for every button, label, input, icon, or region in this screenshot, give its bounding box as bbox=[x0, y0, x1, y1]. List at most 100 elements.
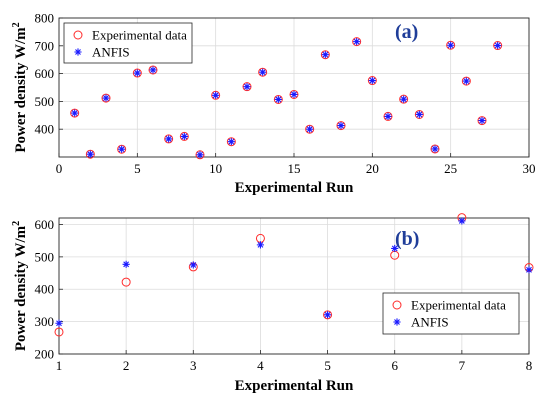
x-tick-label: 0 bbox=[56, 161, 63, 176]
x-tick-label: 30 bbox=[523, 161, 536, 176]
y-tick-label: 400 bbox=[35, 122, 55, 137]
x-tick-label: 20 bbox=[366, 161, 379, 176]
y-tick-label: 300 bbox=[35, 314, 55, 329]
data-point-anfis bbox=[306, 125, 314, 133]
data-point-anfis bbox=[122, 260, 130, 268]
legend-box bbox=[382, 292, 520, 335]
data-point-experimental bbox=[164, 134, 174, 144]
data-point-experimental bbox=[399, 94, 409, 104]
axes-box bbox=[58, 217, 530, 355]
data-point-anfis bbox=[274, 95, 282, 104]
data-point-anfis bbox=[323, 311, 332, 319]
y-tick-label: 500 bbox=[35, 249, 55, 264]
data-point-anfis bbox=[86, 150, 94, 158]
data-point-anfis bbox=[133, 69, 141, 77]
data-point-experimental bbox=[211, 90, 221, 100]
data-point-anfis bbox=[447, 41, 455, 49]
data-point-experimental bbox=[446, 40, 456, 50]
data-point-anfis bbox=[494, 41, 502, 50]
data-point-experimental bbox=[179, 131, 189, 141]
legend-entry-label: ANFIS bbox=[411, 315, 449, 330]
x-axis-label: Experimental Run bbox=[235, 378, 354, 394]
y-tick-label: 600 bbox=[35, 66, 55, 81]
data-point-anfis bbox=[400, 95, 408, 103]
x-axis-label: Experimental Run bbox=[235, 180, 354, 196]
data-point-experimental bbox=[258, 67, 268, 77]
data-point-anfis bbox=[149, 66, 157, 74]
data-point-experimental bbox=[305, 124, 315, 134]
data-point-anfis bbox=[259, 68, 267, 76]
y-tick-label: 400 bbox=[35, 282, 55, 297]
x-tick-label: 8 bbox=[526, 358, 533, 373]
data-point-anfis bbox=[212, 91, 220, 99]
chart-panel-a: 0 5 10 15 20 25 30 400 500 600 700 800 Experimental … bbox=[11, 11, 536, 197]
x-tick-label: 2 bbox=[123, 358, 130, 373]
y-tick-label: 500 bbox=[35, 94, 55, 109]
data-point-experimental bbox=[226, 137, 236, 147]
y-tick-label: 600 bbox=[35, 217, 55, 232]
data-point-experimental bbox=[323, 310, 333, 320]
data-point-experimental bbox=[101, 93, 111, 103]
data-point-anfis bbox=[55, 319, 63, 327]
y-tick-label: 800 bbox=[35, 11, 55, 26]
x-tick-label: 25 bbox=[444, 161, 457, 176]
data-point-experimental bbox=[367, 76, 377, 86]
legend-box bbox=[63, 22, 193, 64]
data-point-anfis bbox=[384, 112, 392, 121]
data-point-experimental bbox=[352, 37, 362, 47]
data-point-anfis bbox=[525, 266, 533, 274]
x-tick-label: 4 bbox=[257, 358, 264, 373]
data-point-experimental bbox=[195, 150, 205, 160]
data-point-anfis bbox=[353, 38, 361, 46]
data-point-experimental bbox=[320, 50, 330, 60]
data-point-anfis bbox=[256, 241, 265, 249]
y-axis-label-text: Power density W/m bbox=[13, 27, 29, 153]
data-point-anfis bbox=[431, 145, 439, 153]
x-tick-label: 3 bbox=[190, 358, 197, 373]
data-point-anfis bbox=[243, 83, 251, 91]
data-point-experimental bbox=[85, 149, 95, 159]
data-point-experimental bbox=[54, 327, 64, 337]
data-point-anfis bbox=[180, 132, 188, 141]
data-point-anfis bbox=[102, 94, 110, 102]
legend-entry-label: Experimental data bbox=[92, 28, 187, 43]
data-point-anfis bbox=[458, 217, 466, 225]
data-point-anfis bbox=[478, 116, 486, 125]
x-tick-label: 7 bbox=[459, 358, 466, 373]
data-point-experimental bbox=[273, 94, 283, 104]
data-point-experimental bbox=[117, 144, 127, 154]
x-tick-label: 5 bbox=[324, 358, 331, 373]
x-tick-label: 1 bbox=[56, 358, 63, 373]
data-point-anfis bbox=[368, 76, 376, 85]
data-point-anfis bbox=[196, 151, 204, 159]
y-axis-label-superscript: 2 bbox=[11, 221, 22, 226]
data-point-anfis bbox=[71, 109, 79, 117]
x-tick-label: 15 bbox=[288, 161, 301, 176]
legend-marker-anfis bbox=[74, 48, 82, 56]
data-point-experimental bbox=[242, 82, 252, 92]
y-axis-label: Power density W/m2 bbox=[11, 221, 29, 351]
x-tick-label: 6 bbox=[391, 358, 398, 373]
data-point-anfis bbox=[462, 77, 470, 85]
y-tick-label: 200 bbox=[35, 347, 55, 362]
data-point-anfis bbox=[189, 261, 197, 269]
y-axis-label: Power density W/m2 bbox=[11, 22, 29, 152]
data-point-anfis bbox=[290, 90, 298, 99]
data-point-experimental bbox=[477, 116, 487, 126]
legend-marker-experimental bbox=[392, 300, 402, 310]
data-point-anfis bbox=[415, 110, 423, 119]
data-point-anfis bbox=[227, 138, 235, 146]
legend-entry-label: ANFIS bbox=[92, 45, 130, 60]
data-point-experimental bbox=[493, 41, 503, 51]
data-point-experimental bbox=[383, 111, 393, 121]
legend-marker-experimental bbox=[73, 30, 83, 40]
legend-entry-label: Experimental data bbox=[411, 298, 506, 313]
data-point-experimental bbox=[461, 76, 471, 86]
panel-label: (b) bbox=[395, 228, 419, 250]
data-point-experimental bbox=[336, 121, 346, 131]
axes-box bbox=[58, 17, 530, 158]
y-tick-label: 700 bbox=[35, 38, 55, 53]
x-tick-label: 5 bbox=[134, 161, 141, 176]
data-point-experimental bbox=[430, 144, 440, 154]
